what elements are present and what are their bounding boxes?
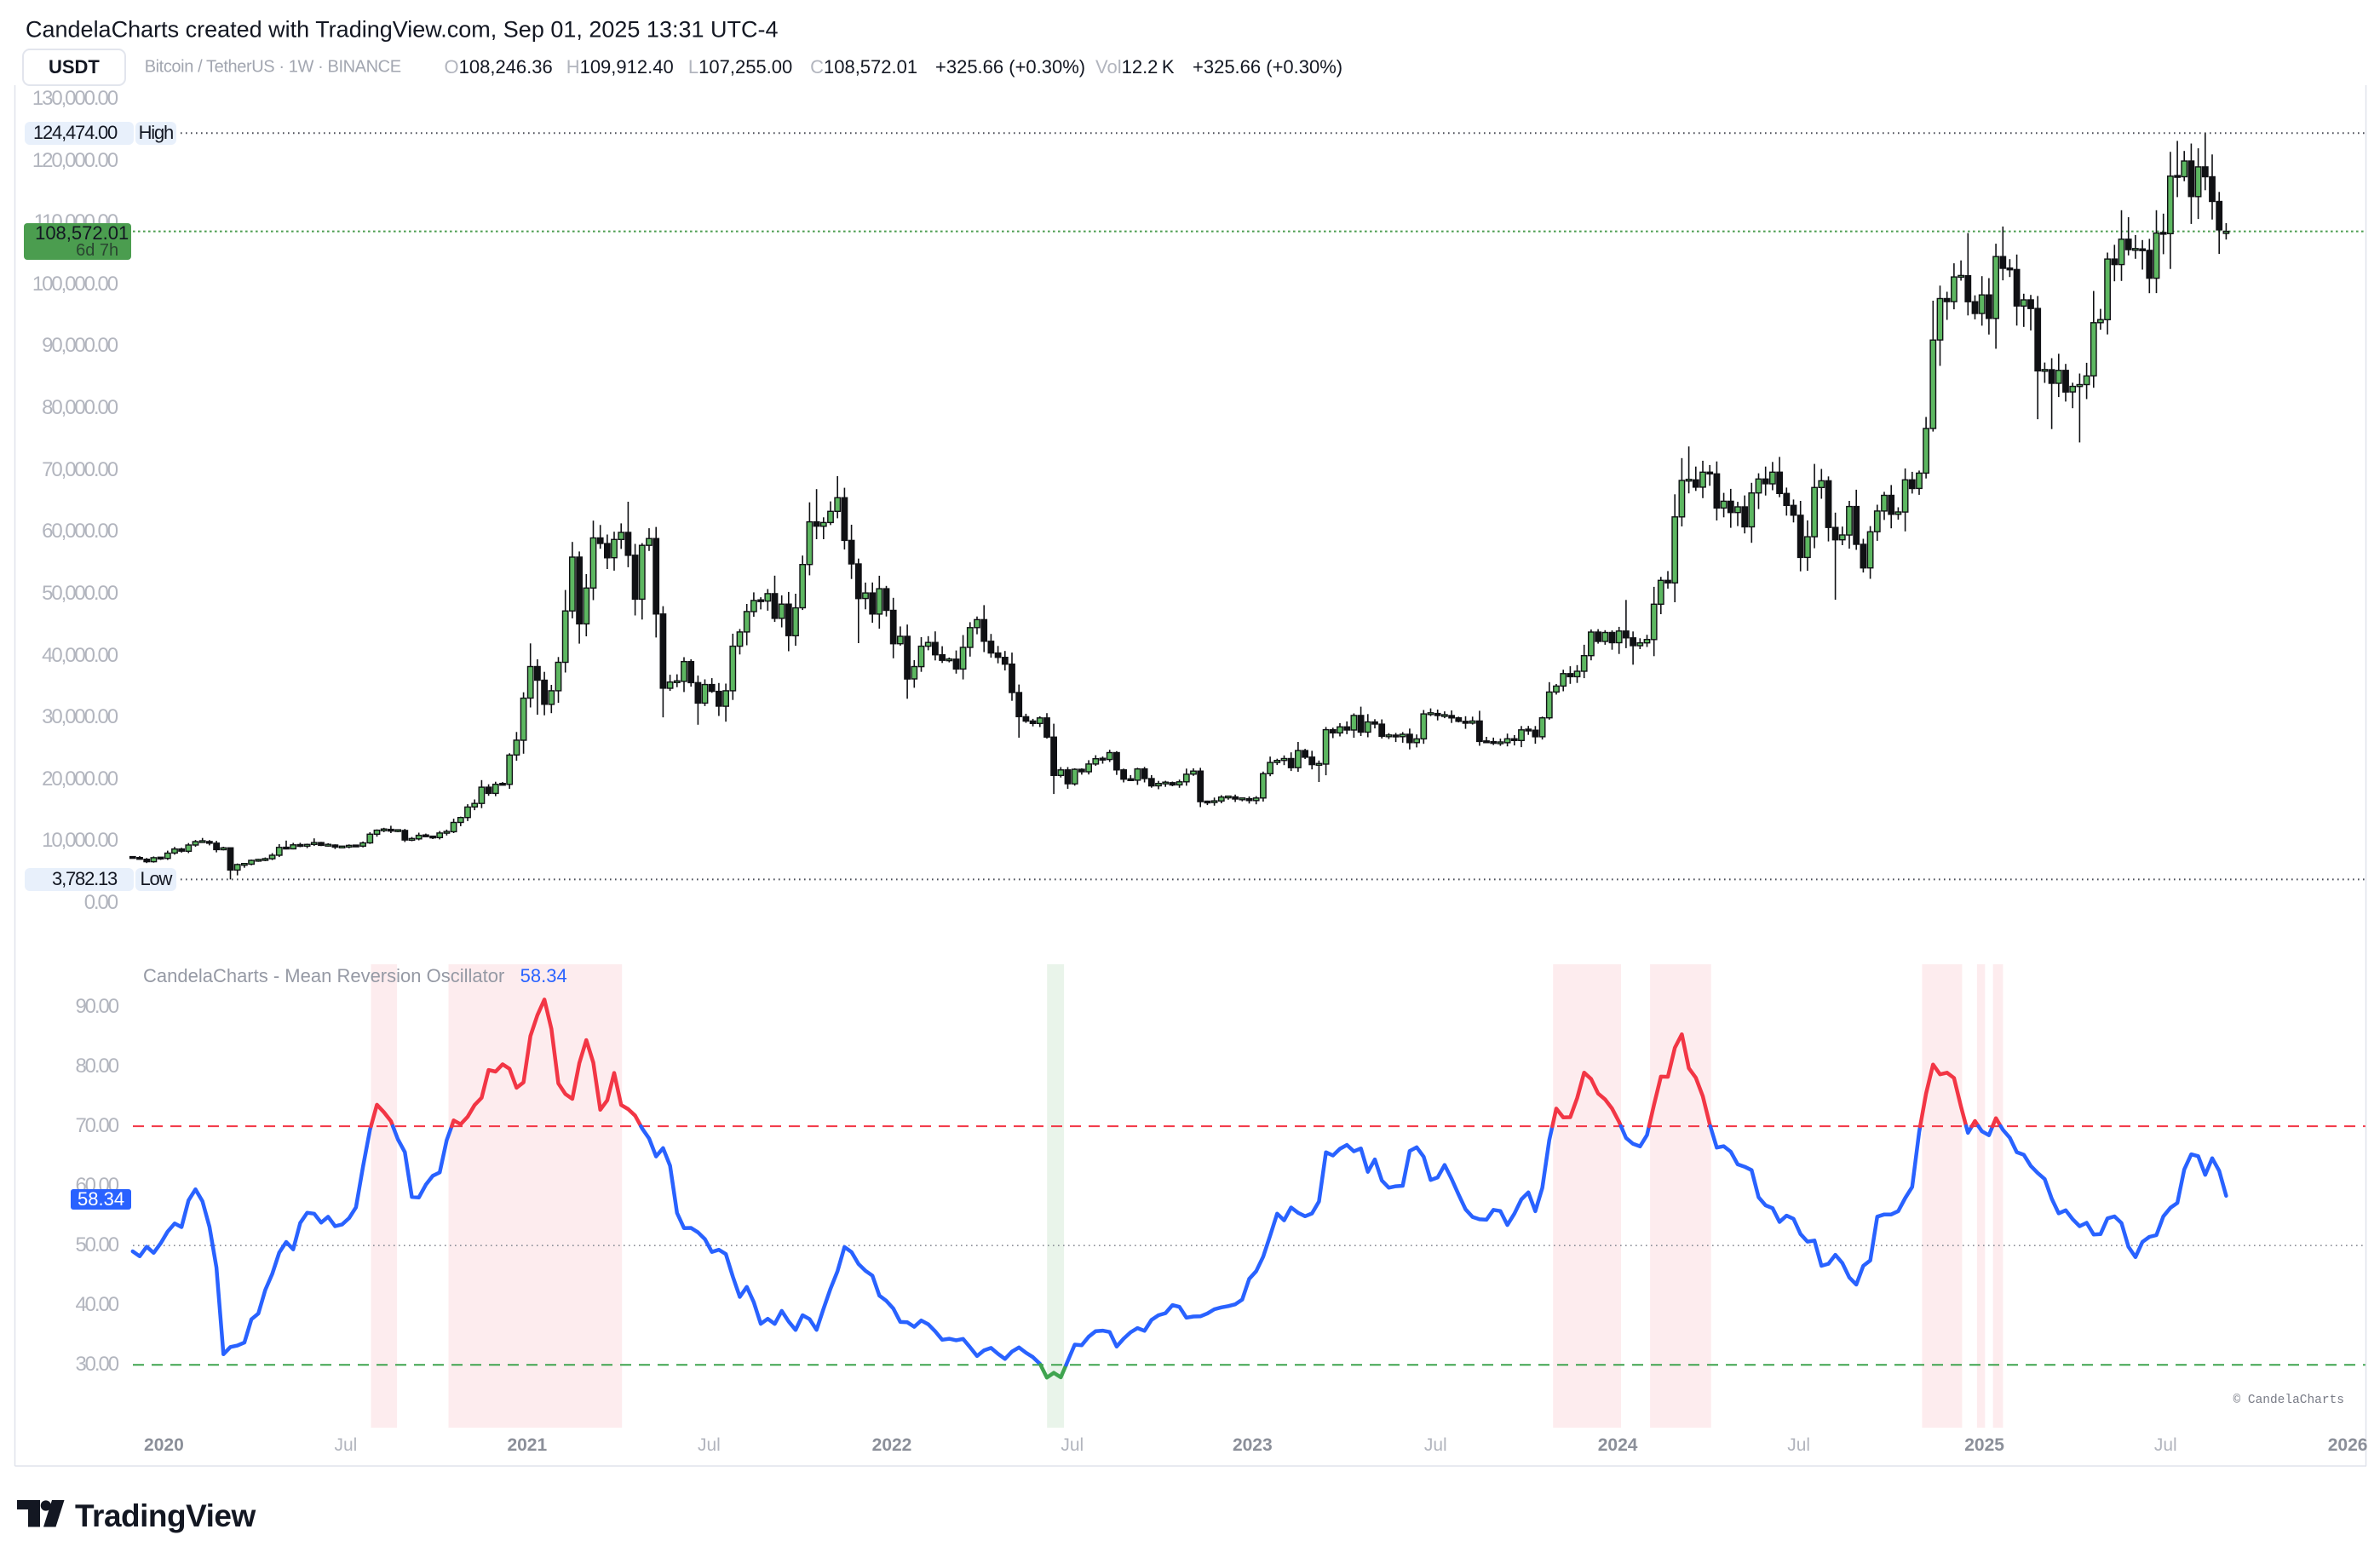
svg-text:TradingView: TradingView bbox=[75, 1498, 256, 1533]
